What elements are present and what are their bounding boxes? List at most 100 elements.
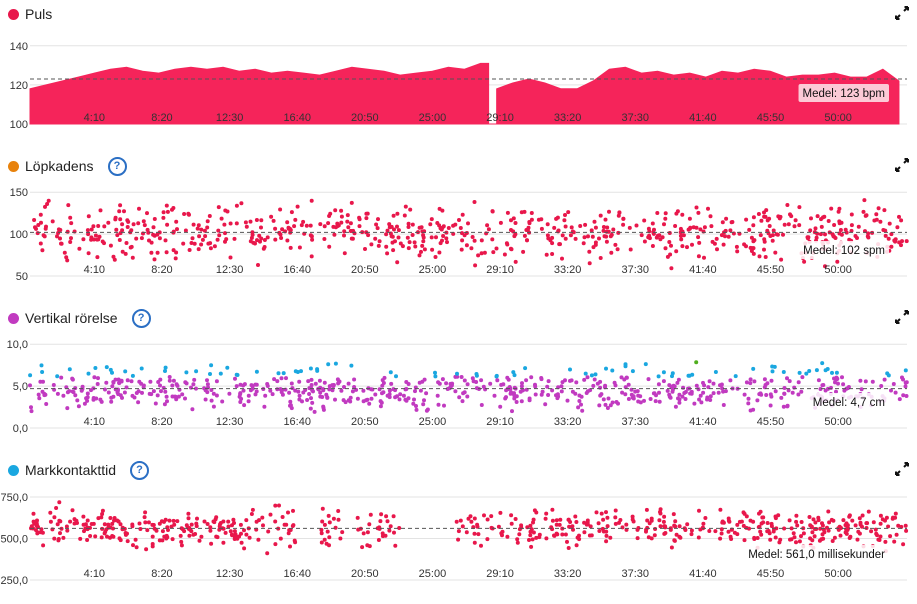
data-point xyxy=(327,244,332,249)
data-point xyxy=(433,370,437,375)
data-point xyxy=(835,376,840,381)
data-point xyxy=(228,255,233,260)
data-point xyxy=(361,388,366,393)
expand-icon[interactable] xyxy=(895,6,909,20)
data-point xyxy=(248,239,253,244)
data-point xyxy=(68,215,73,220)
x-tick-label: 20:50 xyxy=(351,568,379,580)
help-icon[interactable]: ? xyxy=(130,460,150,480)
data-point xyxy=(782,222,787,227)
data-point xyxy=(789,537,794,542)
data-point xyxy=(661,379,666,384)
data-point xyxy=(75,398,80,403)
expand-icon[interactable] xyxy=(895,158,909,172)
help-icon[interactable]: ? xyxy=(131,308,151,328)
data-point xyxy=(861,209,866,214)
data-point xyxy=(43,226,48,231)
data-point xyxy=(469,246,474,251)
data-point xyxy=(380,378,385,383)
data-point xyxy=(701,390,706,395)
data-point xyxy=(792,535,797,540)
data-point xyxy=(513,259,518,264)
data-point xyxy=(92,237,96,242)
data-point xyxy=(306,379,311,384)
data-point xyxy=(444,236,449,241)
data-point xyxy=(764,208,769,213)
data-point xyxy=(297,393,302,398)
data-point xyxy=(505,534,510,539)
data-point xyxy=(143,510,148,515)
data-point xyxy=(782,386,787,390)
data-point xyxy=(440,377,445,382)
data-point xyxy=(903,380,908,385)
data-point xyxy=(207,214,212,218)
data-point xyxy=(231,517,236,522)
data-point xyxy=(582,377,587,382)
data-point xyxy=(563,224,568,229)
data-point xyxy=(741,523,746,528)
data-point xyxy=(95,237,100,242)
data-point xyxy=(173,256,178,261)
data-point xyxy=(623,385,628,390)
expand-icon[interactable] xyxy=(895,462,909,476)
data-point xyxy=(395,211,400,216)
data-point xyxy=(612,380,617,385)
data-point xyxy=(702,225,707,230)
data-point xyxy=(34,226,38,231)
data-point xyxy=(89,237,94,242)
data-point xyxy=(786,388,791,393)
data-point xyxy=(550,235,555,240)
data-point xyxy=(884,515,889,520)
data-point xyxy=(697,508,701,513)
data-point xyxy=(557,522,562,527)
data-point xyxy=(118,538,123,543)
data-point xyxy=(391,514,396,519)
data-point xyxy=(501,382,506,387)
data-point xyxy=(454,519,459,524)
data-point xyxy=(713,370,718,374)
data-point xyxy=(70,376,75,381)
data-point xyxy=(397,397,402,402)
data-point xyxy=(748,377,753,382)
data-point xyxy=(834,389,838,394)
data-point xyxy=(698,227,703,232)
data-point xyxy=(83,522,88,527)
data-point xyxy=(697,397,702,402)
data-point xyxy=(711,391,716,396)
data-point xyxy=(670,374,674,379)
x-tick-label: 41:40 xyxy=(689,416,717,428)
data-point xyxy=(380,531,385,536)
data-point xyxy=(545,233,550,238)
data-point xyxy=(67,367,72,372)
help-icon[interactable]: ? xyxy=(107,156,127,176)
expand-icon[interactable] xyxy=(895,310,909,324)
data-point xyxy=(847,514,852,519)
data-point xyxy=(287,390,292,395)
x-tick-label: 37:30 xyxy=(622,416,650,428)
data-point xyxy=(751,239,756,244)
data-point xyxy=(799,389,804,394)
data-point xyxy=(512,373,517,378)
data-point xyxy=(378,519,383,524)
data-point xyxy=(806,236,810,241)
data-point xyxy=(370,387,375,392)
data-point xyxy=(866,509,871,514)
data-point xyxy=(95,255,100,260)
data-point xyxy=(69,221,74,226)
data-point xyxy=(262,245,267,249)
data-point xyxy=(180,527,185,532)
data-point xyxy=(829,206,834,211)
data-point xyxy=(85,538,90,542)
x-tick-label: 20:50 xyxy=(351,416,379,428)
data-point xyxy=(212,244,217,249)
data-point xyxy=(182,212,187,216)
data-point xyxy=(815,214,820,219)
data-point xyxy=(378,404,383,409)
panel-header: Puls xyxy=(8,4,52,24)
data-point xyxy=(100,508,105,513)
data-point xyxy=(293,540,298,545)
data-point xyxy=(498,404,503,409)
data-point xyxy=(599,511,604,516)
data-point xyxy=(243,220,248,225)
data-point xyxy=(457,218,461,222)
